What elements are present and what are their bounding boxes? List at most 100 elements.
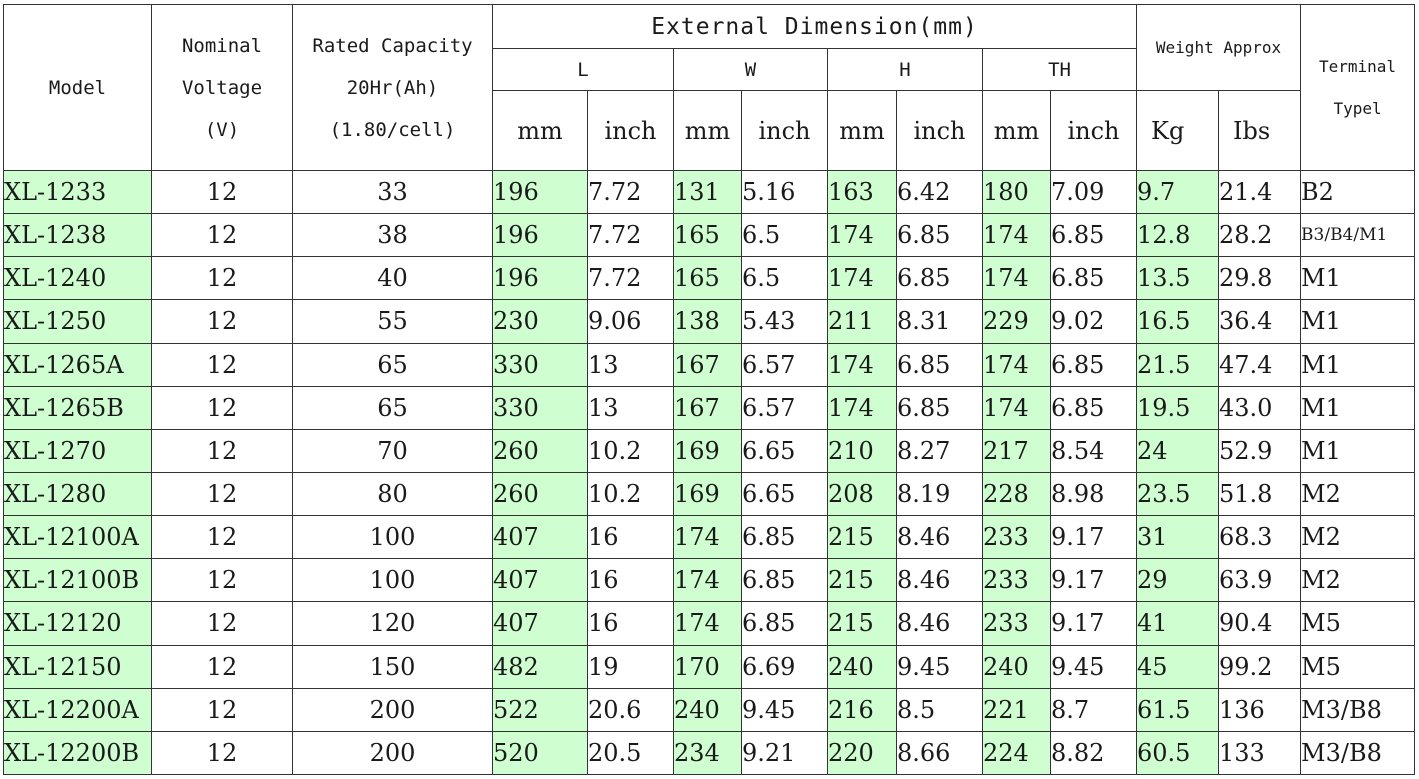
cell-h-inch: 8.27 xyxy=(896,428,983,473)
cell-w-inch: 9.21 xyxy=(741,730,828,776)
cell-l-inch: 9.06 xyxy=(587,299,674,344)
cell-th-inch: 7.09 xyxy=(1049,169,1138,215)
cell-weight-kg: 9.7 xyxy=(1136,169,1220,215)
table-row: XL-1265B 12 65 330 13 167 6.57 174 6.85 174 6.85 19… xyxy=(3,385,1416,430)
cell-capacity: 65 xyxy=(292,342,493,387)
cell-weight-lbs: 29.8 xyxy=(1218,256,1302,301)
cell-th-inch: 9.17 xyxy=(1049,558,1138,603)
cell-w-inch: 6.57 xyxy=(741,385,828,430)
header-dim-h: H xyxy=(827,48,983,91)
cell-h-inch: 6.85 xyxy=(896,385,983,430)
cell-w-mm: 131 xyxy=(673,169,742,215)
table-row: XL-12120 12 120 407 16 174 6.85 215 8.46 233 9.17 4… xyxy=(3,601,1416,646)
cell-th-mm: 228 xyxy=(982,471,1051,517)
cell-w-mm: 170 xyxy=(673,644,742,689)
cell-weight-lbs: 36.4 xyxy=(1218,299,1302,344)
cell-th-mm: 233 xyxy=(982,601,1051,646)
cell-voltage: 12 xyxy=(151,601,293,646)
table-row: XL-1233 12 33 196 7.72 131 5.16 163 6.42 180 7.09 9… xyxy=(3,169,1416,215)
cell-l-mm: 260 xyxy=(492,428,588,473)
cell-h-mm: 208 xyxy=(827,471,897,517)
cell-h-inch: 8.66 xyxy=(896,730,983,776)
cell-l-mm: 196 xyxy=(492,213,588,258)
cell-h-inch: 8.19 xyxy=(896,471,983,517)
cell-voltage: 12 xyxy=(151,558,293,603)
cell-terminal: M5 xyxy=(1300,644,1416,689)
cell-l-mm: 196 xyxy=(492,169,588,215)
cell-l-inch: 7.72 xyxy=(587,213,674,258)
cell-terminal: M1 xyxy=(1300,428,1416,473)
cell-l-inch: 16 xyxy=(587,515,674,560)
table-row: XL-1270 12 70 260 10.2 169 6.65 210 8.27 217 8.54 2… xyxy=(3,428,1416,473)
cell-l-inch: 13 xyxy=(587,342,674,387)
header-unit-l-mm: mm xyxy=(492,90,588,171)
header-terminal-line1: Terminal xyxy=(1319,56,1397,76)
cell-weight-lbs: 43.0 xyxy=(1218,385,1302,430)
cell-w-mm: 169 xyxy=(673,428,742,473)
table-header: Model Nominal Voltage (V) Rated Capacity… xyxy=(3,4,1416,171)
cell-w-mm: 174 xyxy=(673,601,742,646)
cell-h-mm: 215 xyxy=(827,601,897,646)
cell-voltage: 12 xyxy=(151,730,293,776)
cell-th-mm: 217 xyxy=(982,428,1051,473)
table-row: XL-12200B 12 200 520 20.5 234 9.21 220 8.66 224 8.… xyxy=(3,730,1416,776)
cell-weight-kg: 19.5 xyxy=(1136,385,1220,430)
cell-terminal: M2 xyxy=(1300,471,1416,517)
cell-voltage: 12 xyxy=(151,644,293,689)
cell-w-inch: 6.65 xyxy=(741,471,828,517)
header-capacity-line3: (1.80/cell) xyxy=(329,118,456,141)
cell-th-mm: 233 xyxy=(982,558,1051,603)
cell-w-inch: 6.85 xyxy=(741,515,828,560)
cell-w-inch: 6.65 xyxy=(741,428,828,473)
cell-capacity: 120 xyxy=(292,601,493,646)
header-unit-h-mm: mm xyxy=(827,90,897,171)
table-row: XL-12150 12 150 482 19 170 6.69 240 9.45 240 9.45 4… xyxy=(3,644,1416,689)
cell-model: XL-1233 xyxy=(3,169,152,215)
cell-weight-kg: 23.5 xyxy=(1136,471,1220,517)
cell-h-mm: 240 xyxy=(827,644,897,689)
cell-h-inch: 6.42 xyxy=(896,169,983,215)
cell-model: XL-1265B xyxy=(3,385,152,430)
cell-weight-lbs: 133 xyxy=(1218,730,1302,776)
cell-th-mm: 180 xyxy=(982,169,1051,215)
cell-terminal: M1 xyxy=(1300,385,1416,430)
cell-l-mm: 520 xyxy=(492,730,588,776)
cell-w-inch: 6.57 xyxy=(741,342,828,387)
cell-h-mm: 174 xyxy=(827,342,897,387)
cell-voltage: 12 xyxy=(151,169,293,215)
cell-w-mm: 174 xyxy=(673,515,742,560)
cell-weight-lbs: 90.4 xyxy=(1218,601,1302,646)
cell-h-inch: 8.46 xyxy=(896,515,983,560)
table-row: XL-12100B 12 100 407 16 174 6.85 215 8.46 233 9.17… xyxy=(3,558,1416,603)
cell-capacity: 40 xyxy=(292,256,493,301)
header-capacity-line1: Rated Capacity xyxy=(312,34,473,57)
cell-h-mm: 216 xyxy=(827,687,897,732)
table-row: XL-1238 12 38 196 7.72 165 6.5 174 6.85 174 6.85 12… xyxy=(3,213,1416,258)
table-row: XL-12200A 12 200 522 20.6 240 9.45 216 8.5 221 8.7… xyxy=(3,687,1416,732)
cell-w-inch: 6.5 xyxy=(741,213,828,258)
cell-terminal: M5 xyxy=(1300,601,1416,646)
header-model: Model xyxy=(3,4,152,171)
cell-h-inch: 9.45 xyxy=(896,644,983,689)
cell-w-mm: 138 xyxy=(673,299,742,344)
cell-w-mm: 165 xyxy=(673,256,742,301)
cell-th-inch: 8.82 xyxy=(1049,730,1138,776)
cell-l-inch: 16 xyxy=(587,601,674,646)
cell-capacity: 200 xyxy=(292,687,493,732)
cell-capacity: 33 xyxy=(292,169,493,215)
cell-weight-lbs: 136 xyxy=(1218,687,1302,732)
header-dim-th: TH xyxy=(981,48,1138,91)
cell-weight-kg: 21.5 xyxy=(1136,342,1220,387)
cell-weight-lbs: 63.9 xyxy=(1218,558,1302,603)
cell-h-inch: 8.46 xyxy=(896,601,983,646)
cell-capacity: 55 xyxy=(292,299,493,344)
cell-w-inch: 6.5 xyxy=(741,256,828,301)
cell-th-inch: 6.85 xyxy=(1049,342,1138,387)
header-weight: Weight Approx xyxy=(1136,4,1302,91)
cell-l-mm: 196 xyxy=(492,256,588,301)
cell-w-mm: 240 xyxy=(673,687,742,732)
cell-l-inch: 13 xyxy=(587,385,674,430)
header-unit-lbs: Ibs xyxy=(1218,90,1302,171)
cell-h-mm: 215 xyxy=(827,515,897,560)
cell-h-mm: 210 xyxy=(827,428,897,473)
